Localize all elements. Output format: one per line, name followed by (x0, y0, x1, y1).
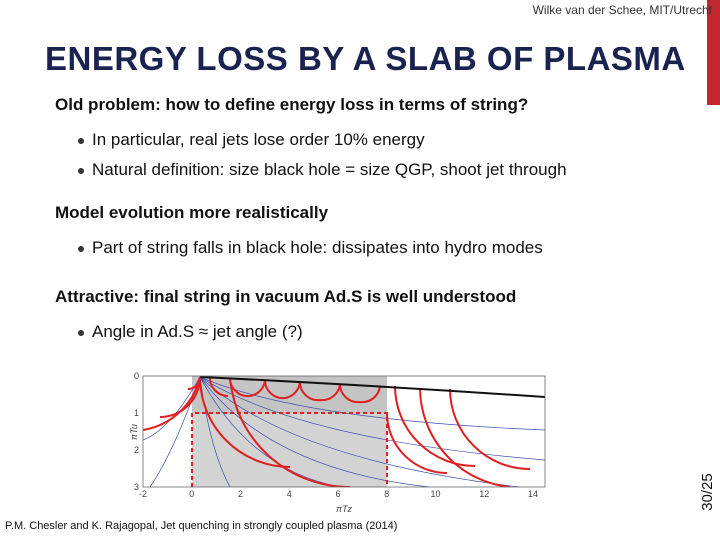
plot-frame (142, 375, 546, 488)
x-tick-label: 0 (189, 489, 194, 499)
bullet-dot (78, 138, 84, 144)
bullet-dot (78, 168, 84, 174)
y-label: πTu (129, 424, 139, 440)
heading: Attractive: final string in vacuum Ad.S … (55, 287, 517, 306)
y-tick-label: 3 (134, 482, 139, 492)
accent-bar (707, 0, 720, 105)
x-tick-label: 12 (479, 489, 489, 499)
author: Wilke van der Schee, MIT/Utrecht (532, 3, 712, 17)
x-tick-label: 14 (528, 489, 538, 499)
x-tick-label: 4 (287, 489, 292, 499)
x-tick-label: 8 (384, 489, 389, 499)
x-tick-label: 10 (430, 489, 440, 499)
bullet-dot (78, 330, 84, 336)
credit: P.M. Chesler and K. Rajagopal, Jet quenc… (5, 520, 398, 532)
plot-art (143, 376, 545, 487)
y-tick-label: 0 (134, 371, 139, 381)
x-tick-label: -2 (139, 489, 147, 499)
x-label: πTz (336, 504, 353, 514)
heading: Old problem: how to define energy loss i… (55, 95, 529, 114)
slide-title: ENERGY LOSS BY A SLAB OF PLASMA (45, 40, 686, 77)
page-number: 30/25 (699, 473, 716, 511)
y-tick-label: 1 (134, 408, 139, 418)
bullet: Part of string falls in black hole: diss… (92, 238, 543, 257)
x-tick-label: 2 (238, 489, 243, 499)
bullet: Angle in Ad.S ≈ jet angle (?) (92, 322, 303, 341)
y-tick-label: 2 (134, 445, 139, 455)
bullet: Natural definition: size black hole = si… (92, 160, 567, 179)
bullet-dot (78, 246, 84, 252)
x-tick-label: 6 (335, 489, 340, 499)
bullet: In particular, real jets lose order 10% … (92, 130, 425, 149)
heading: Model evolution more realistically (55, 203, 329, 222)
